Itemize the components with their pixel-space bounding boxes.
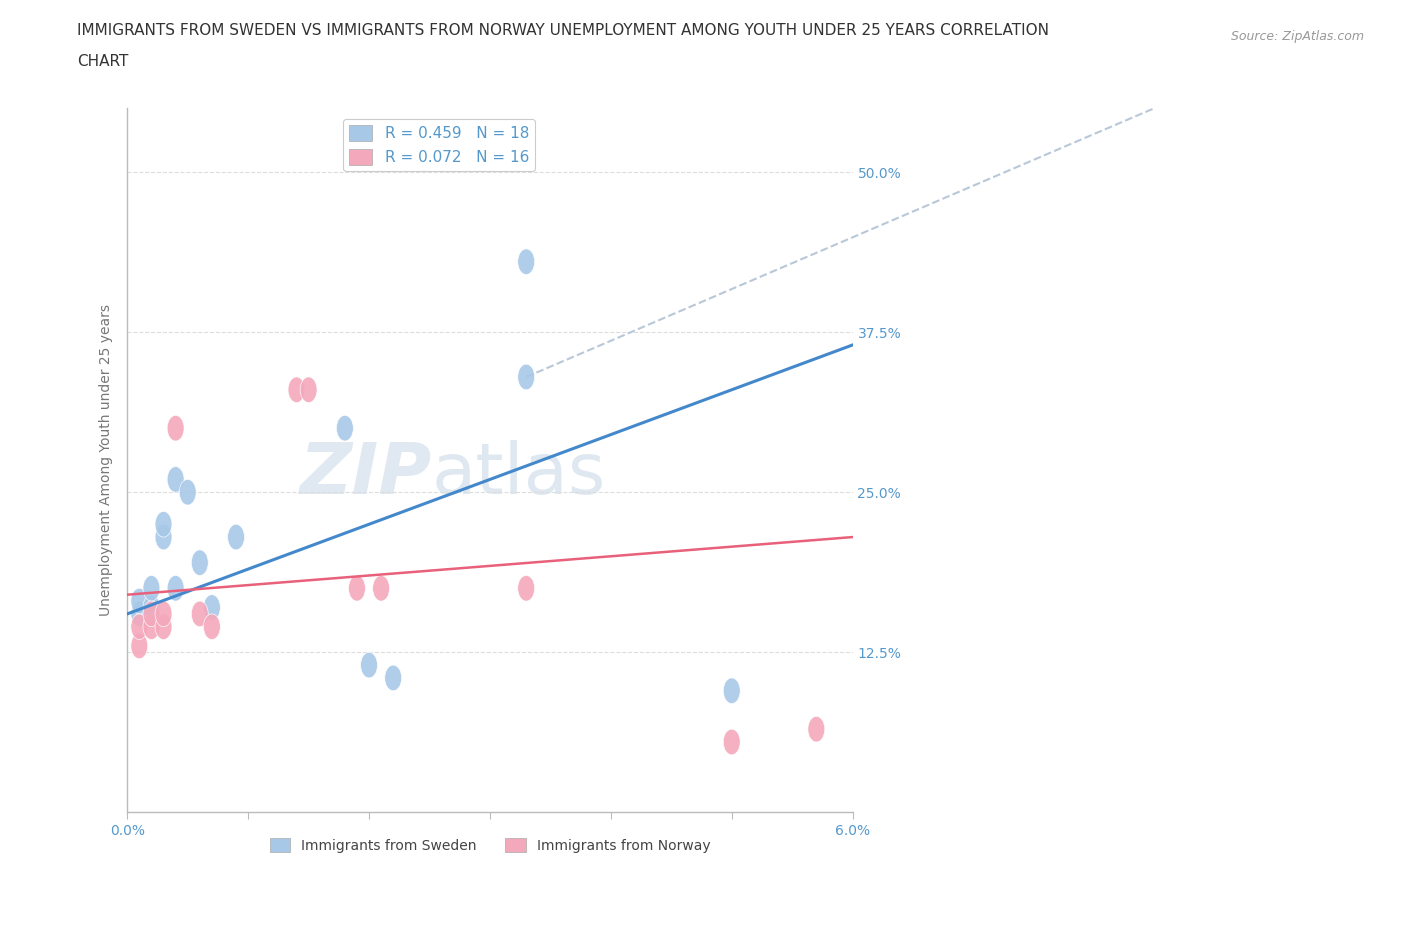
Ellipse shape [155,614,172,640]
Ellipse shape [191,550,208,576]
Ellipse shape [155,601,172,627]
Ellipse shape [517,576,534,601]
Ellipse shape [143,614,160,640]
Text: IMMIGRANTS FROM SWEDEN VS IMMIGRANTS FROM NORWAY UNEMPLOYMENT AMONG YOUTH UNDER : IMMIGRANTS FROM SWEDEN VS IMMIGRANTS FRO… [77,23,1049,38]
Text: Source: ZipAtlas.com: Source: ZipAtlas.com [1230,30,1364,43]
Ellipse shape [131,614,148,640]
Ellipse shape [143,601,160,627]
Ellipse shape [167,416,184,441]
Ellipse shape [288,377,305,403]
Ellipse shape [808,716,825,742]
Ellipse shape [131,601,148,627]
Ellipse shape [336,416,353,441]
Ellipse shape [204,594,221,620]
Text: ZIP: ZIP [299,440,432,509]
Text: atlas: atlas [432,440,606,509]
Ellipse shape [167,467,184,492]
Ellipse shape [155,512,172,537]
Ellipse shape [204,614,221,640]
Ellipse shape [517,365,534,390]
Ellipse shape [349,576,366,601]
Ellipse shape [167,576,184,601]
Ellipse shape [385,665,402,691]
Ellipse shape [143,594,160,620]
Ellipse shape [373,576,389,601]
Ellipse shape [143,576,160,601]
Ellipse shape [299,377,318,403]
Ellipse shape [179,480,197,505]
Ellipse shape [517,249,534,274]
Ellipse shape [131,633,148,658]
Ellipse shape [723,678,740,704]
Ellipse shape [131,589,148,614]
Y-axis label: Unemployment Among Youth under 25 years: Unemployment Among Youth under 25 years [100,304,114,617]
Legend: Immigrants from Sweden, Immigrants from Norway: Immigrants from Sweden, Immigrants from … [264,832,716,858]
Text: CHART: CHART [77,54,129,69]
Ellipse shape [228,525,245,550]
Ellipse shape [723,729,740,755]
Ellipse shape [191,601,208,627]
Ellipse shape [360,652,377,678]
Ellipse shape [155,525,172,550]
